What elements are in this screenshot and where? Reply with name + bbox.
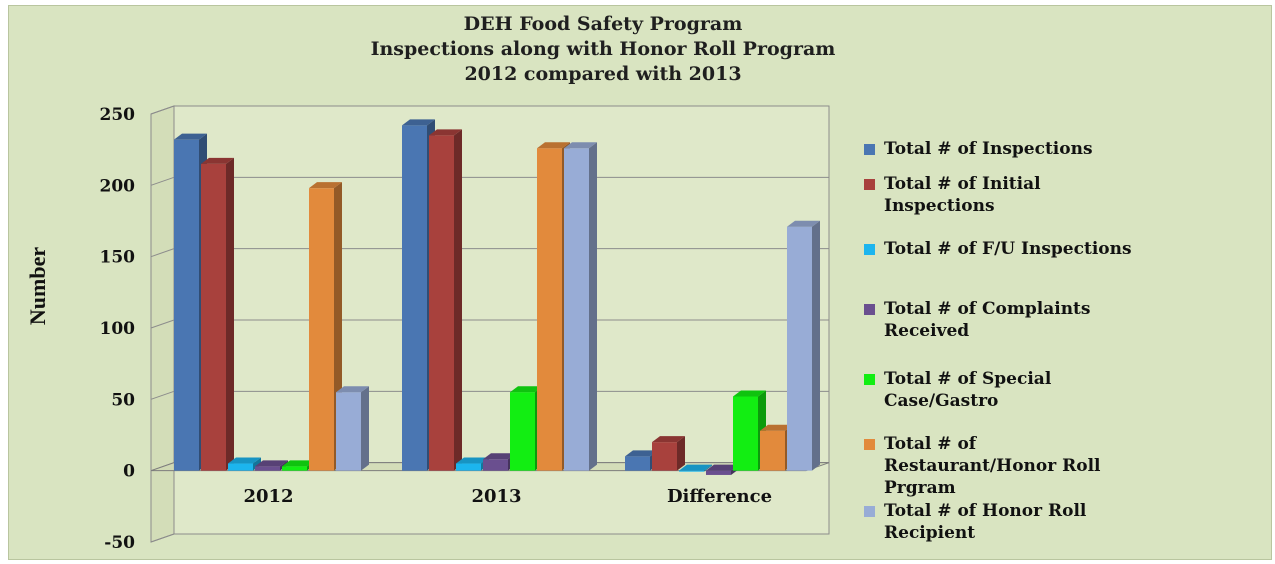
bar-front [510,392,535,470]
bar [787,221,820,471]
bar-front [733,396,758,470]
y-tick-label: -50 [104,533,135,553]
legend-label: Restaurant/Honor Roll [884,456,1101,476]
legend-label: Total # of Complaints [884,299,1090,319]
legend-swatch [864,506,875,517]
y-tick-label: 200 [100,176,136,196]
y-tick-label: 0 [123,462,135,482]
gridline [151,534,829,542]
y-axis-label: Number [25,247,50,325]
bar-side [812,221,820,471]
legend-label: Prgram [884,478,956,498]
bar [564,142,597,470]
legend-label: Total # of F/U Inspections [884,239,1132,259]
legend-label: Inspections [884,196,995,216]
bar-front [402,125,427,470]
bar-side [226,158,234,471]
legend-swatch [864,374,875,385]
bar-front [652,442,677,471]
legend-label: Received [884,321,969,341]
x-category-label: 2012 [243,486,293,507]
bar-front [483,459,508,470]
bar-side [677,436,685,471]
y-tick-label: 100 [100,319,136,339]
chart-title-line: DEH Food Safety Program [464,13,743,35]
bar-front [787,227,812,471]
bar-front [282,466,307,470]
bar-front [429,135,454,470]
legend-item: Total # of Inspections [864,139,1093,159]
chart-area: DEH Food Safety Program Inspections along… [8,5,1272,560]
bar-front [760,431,785,471]
bar [336,386,369,470]
bar-front [537,148,562,470]
legend-label: Total # of Special [884,369,1052,389]
legend-label: Recipient [884,523,975,543]
bar-front [174,140,199,471]
legend-swatch [864,439,875,450]
legend-label: Total # of [884,434,978,454]
legend-label: Total # of Honor Roll [884,501,1087,521]
x-category-label: 2013 [471,486,521,507]
legend-swatch [864,144,875,155]
y-tick-label: 150 [100,248,136,268]
x-category-label: Difference [667,486,772,507]
bar-front [336,392,361,470]
bar-front [564,148,589,470]
bar-front [679,471,704,472]
bar-front [625,456,650,470]
bar-front [228,464,253,471]
y-tick-label: 50 [111,390,135,410]
bar-side [454,129,462,470]
y-tick-label: 250 [100,105,136,125]
legend-swatch [864,304,875,315]
bar-front [456,464,481,471]
legend-label: Case/Gastro [884,391,998,411]
legend-label: Total # of Initial [884,174,1041,194]
bar-front [309,188,334,470]
chart-title-line: Inspections along with Honor Roll Progra… [371,38,836,60]
bar-side [589,142,597,470]
bar-side [361,386,369,470]
bar [429,129,462,470]
bar-front [201,164,226,471]
legend-item: Total # of F/U Inspections [864,239,1132,259]
legend-swatch [864,244,875,255]
chart-title-line: 2012 compared with 2013 [464,63,741,85]
bar-chart: DEH Food Safety Program Inspections along… [9,6,1271,559]
legend-swatch [864,179,875,190]
bar [652,436,685,471]
bar [201,158,234,471]
bar-front [255,466,280,470]
bar-front [706,471,731,475]
legend-label: Total # of Inspections [884,139,1093,159]
